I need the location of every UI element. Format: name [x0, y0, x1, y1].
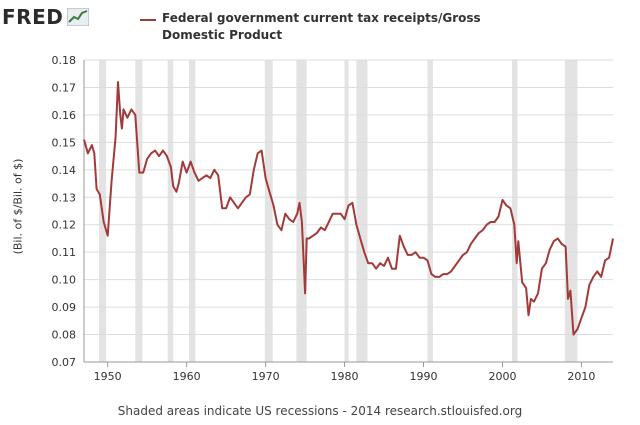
- y-tick-label: 0.09: [52, 301, 77, 314]
- recession-band: [427, 60, 433, 362]
- y-tick-label: 0.11: [52, 246, 77, 259]
- y-tick-label: 0.10: [52, 274, 77, 287]
- recession-band: [356, 60, 368, 362]
- recession-band: [167, 60, 174, 362]
- recession-band: [264, 60, 273, 362]
- logo-text: FRED: [2, 5, 64, 29]
- legend-series-label: Federal government current tax receipts/…: [162, 11, 481, 42]
- y-tick-label: 0.15: [52, 136, 77, 149]
- legend-swatch: [140, 19, 156, 21]
- series-line: [83, 81, 614, 336]
- y-tick-label: 0.16: [52, 109, 77, 122]
- y-tick-label: 0.17: [52, 81, 77, 94]
- recession-band: [511, 60, 518, 362]
- chart-legend: Federal government current tax receipts/…: [140, 10, 540, 44]
- x-tick-label: 1950: [94, 370, 122, 383]
- y-tick-label: 0.12: [52, 219, 77, 232]
- x-tick-label: 2010: [567, 370, 595, 383]
- y-tick-label: 0.08: [52, 329, 77, 342]
- footer-note: Shaded areas indicate US recessions - 20…: [117, 404, 523, 418]
- fred-logo: FRED: [2, 4, 90, 30]
- recession-band: [189, 60, 196, 362]
- x-tick-label: 1990: [410, 370, 438, 383]
- recession-band: [564, 60, 578, 362]
- y-tick-label: 0.13: [52, 191, 77, 204]
- x-tick-label: 1970: [252, 370, 280, 383]
- chart-trend-icon: [67, 8, 90, 26]
- x-tick-label: 2000: [488, 370, 516, 383]
- x-tick-label: 1960: [173, 370, 201, 383]
- y-tick-label: 0.18: [52, 54, 77, 67]
- x-tick-label: 1980: [331, 370, 359, 383]
- y-tick-label: 0.07: [52, 356, 77, 369]
- y-tick-label: 0.14: [52, 164, 77, 177]
- recession-band: [135, 60, 143, 362]
